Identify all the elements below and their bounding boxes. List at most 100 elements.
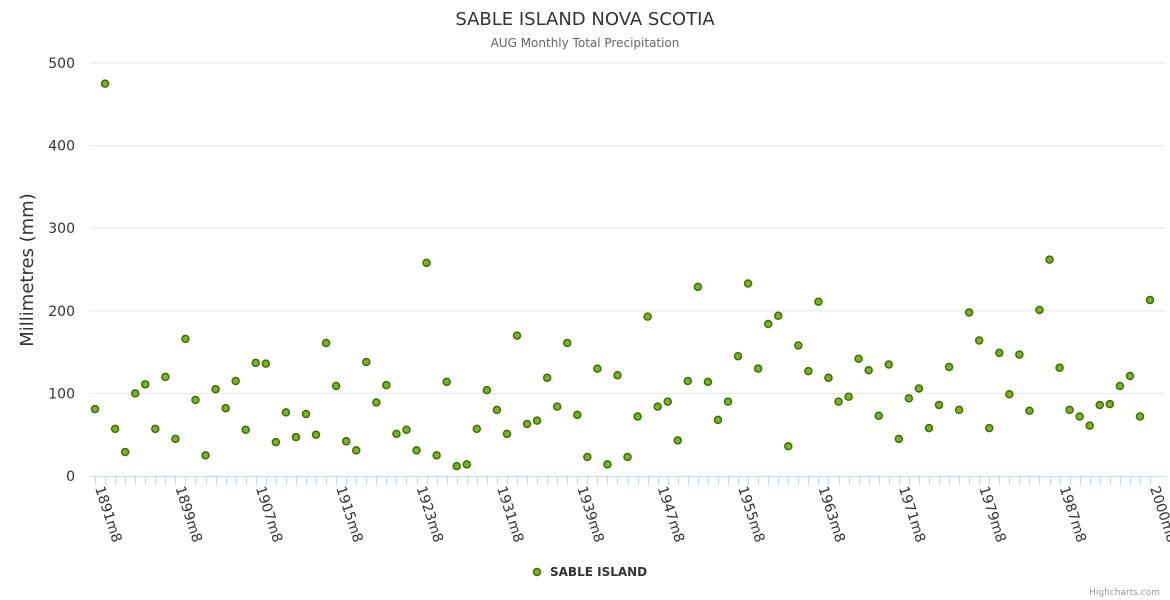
legend[interactable]: SABLE ISLAND [532,565,648,579]
data-point[interactable] [311,430,321,439]
data-point[interactable] [844,392,853,401]
data-point[interactable] [502,429,512,439]
data-point[interactable] [613,370,622,380]
data-point[interactable] [824,373,833,382]
data-point[interactable] [382,380,391,390]
data-point[interactable] [794,341,803,350]
data-point[interactable] [251,358,261,368]
data-point[interactable] [161,372,170,382]
data-point[interactable] [442,377,451,387]
data-point[interactable] [914,384,924,393]
data-point[interactable] [864,366,873,375]
data-point[interactable] [261,359,271,368]
data-point[interactable] [623,452,632,462]
data-point[interactable] [663,397,672,406]
data-point[interactable] [1105,399,1115,409]
data-point[interactable] [804,366,813,376]
data-point[interactable] [904,394,914,403]
data-point[interactable] [723,397,733,406]
data-point[interactable] [140,380,150,389]
data-point[interactable] [784,442,793,451]
data-point[interactable] [653,402,662,411]
data-point[interactable] [934,400,944,410]
data-point[interactable] [331,381,341,391]
data-point[interactable] [995,348,1004,358]
data-point[interactable] [402,425,411,434]
data-point[interactable] [1015,350,1024,359]
data-point[interactable] [1055,363,1064,373]
data-point[interactable] [583,452,592,462]
data-point[interactable] [954,405,964,415]
data-point[interactable] [713,415,723,425]
data-point[interactable] [984,423,994,433]
data-point[interactable] [1095,400,1105,410]
data-point[interactable] [151,424,160,434]
data-point[interactable] [894,434,904,444]
data-point[interactable] [271,437,281,447]
data-point[interactable] [884,360,894,369]
data-point[interactable] [1075,412,1084,421]
data-point[interactable] [753,364,763,373]
data-point[interactable] [291,432,301,442]
data-point[interactable] [412,446,421,455]
data-point[interactable] [1065,405,1074,415]
data-point[interactable] [1025,406,1034,415]
data-point[interactable] [743,279,753,288]
data-point[interactable] [321,338,331,348]
data-point[interactable] [522,419,532,429]
data-point[interactable] [603,460,612,469]
data-point[interactable] [562,338,572,348]
data-point[interactable] [241,425,250,434]
data-point[interactable] [110,424,120,434]
data-point[interactable] [733,351,743,361]
data-point[interactable] [683,376,693,386]
data-point[interactable] [593,364,602,373]
data-point[interactable] [281,408,291,417]
data-point[interactable] [351,446,361,455]
data-point[interactable] [834,397,843,406]
data-point[interactable] [201,451,210,460]
data-point[interactable] [542,373,552,382]
data-point[interactable] [532,416,542,425]
data-point[interactable] [1135,412,1145,421]
data-point[interactable] [482,385,492,395]
data-point[interactable] [1145,295,1155,305]
data-point[interactable] [462,460,472,469]
data-point[interactable] [452,461,461,471]
data-point[interactable] [362,357,371,367]
data-point[interactable] [874,411,883,420]
credits-link[interactable]: Highcharts.com [1089,588,1160,598]
data-point[interactable] [703,377,713,387]
data-point[interactable] [181,334,190,344]
data-point[interactable] [633,412,642,421]
data-point[interactable] [773,311,783,321]
data-point[interactable] [944,362,954,372]
data-point[interactable] [763,319,773,329]
data-point[interactable] [814,297,823,306]
data-point[interactable] [301,409,311,419]
data-point[interactable] [1045,255,1054,264]
data-point[interactable] [171,434,180,444]
data-point[interactable] [120,447,130,457]
data-point[interactable] [1125,371,1135,381]
data-point[interactable] [231,376,240,386]
data-point[interactable] [552,402,562,411]
data-point[interactable] [1115,381,1125,391]
data-point[interactable] [372,398,381,407]
data-point[interactable] [191,395,200,405]
data-point[interactable] [341,437,351,446]
data-point[interactable] [472,424,482,434]
data-point[interactable] [964,308,974,317]
data-point[interactable] [422,258,431,268]
data-point[interactable] [130,389,140,398]
data-point[interactable] [693,282,703,292]
data-point[interactable] [221,404,230,413]
data-point[interactable] [673,436,683,445]
data-point[interactable] [573,410,582,420]
data-point[interactable] [1085,421,1094,430]
data-point[interactable] [1005,389,1014,399]
data-point[interactable] [492,405,502,415]
legend-label[interactable]: SABLE ISLAND [550,565,647,579]
data-point[interactable] [512,331,522,340]
data-point[interactable] [211,385,220,394]
